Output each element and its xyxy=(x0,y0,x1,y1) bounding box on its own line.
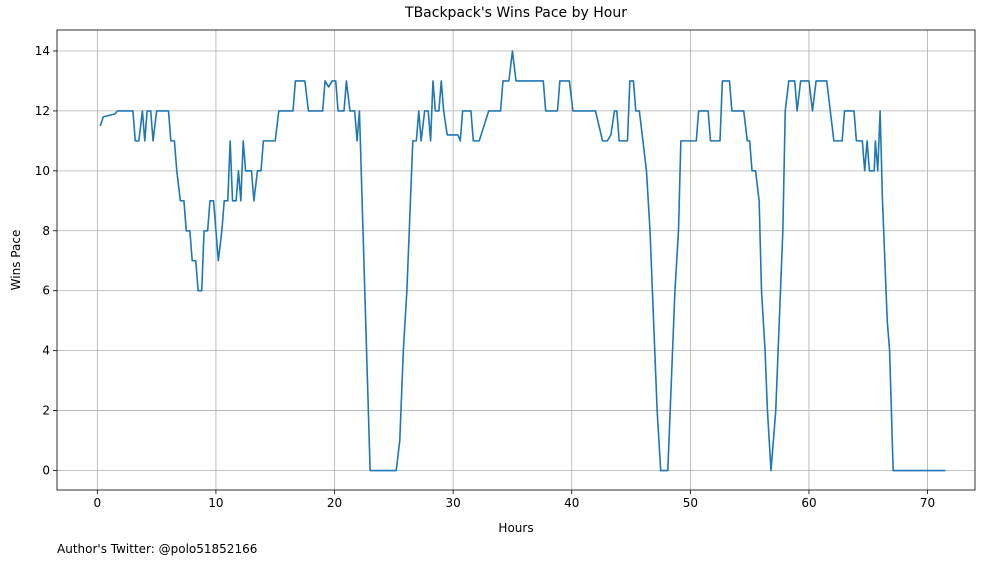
x-tick-label: 10 xyxy=(208,496,223,510)
y-tick-label: 14 xyxy=(35,44,50,58)
y-tick-label: 6 xyxy=(42,284,50,298)
footnote: Author's Twitter: @polo51852166 xyxy=(57,542,257,556)
plot-frame xyxy=(56,29,976,491)
x-tick-label: 60 xyxy=(801,496,816,510)
data-line xyxy=(99,50,946,472)
x-tick-label: 50 xyxy=(683,496,698,510)
x-tick-label: 20 xyxy=(327,496,342,510)
chart-title: TBackpack's Wins Pace by Hour xyxy=(404,5,627,21)
y-tick-label: 10 xyxy=(35,164,50,178)
x-axis-label: Hours xyxy=(498,521,533,535)
y-tick-label: 0 xyxy=(42,464,50,478)
y-tick-label: 8 xyxy=(42,224,50,238)
x-tick-label: 30 xyxy=(445,496,460,510)
y-axis-label: Wins Pace xyxy=(9,230,23,291)
x-tick-label: 70 xyxy=(920,496,935,510)
y-tick-label: 4 xyxy=(42,344,50,358)
x-tick-label: 40 xyxy=(564,496,579,510)
y-tick-label: 12 xyxy=(35,104,50,118)
y-tick-label: 2 xyxy=(42,404,50,418)
x-tick-label: 0 xyxy=(94,496,102,510)
